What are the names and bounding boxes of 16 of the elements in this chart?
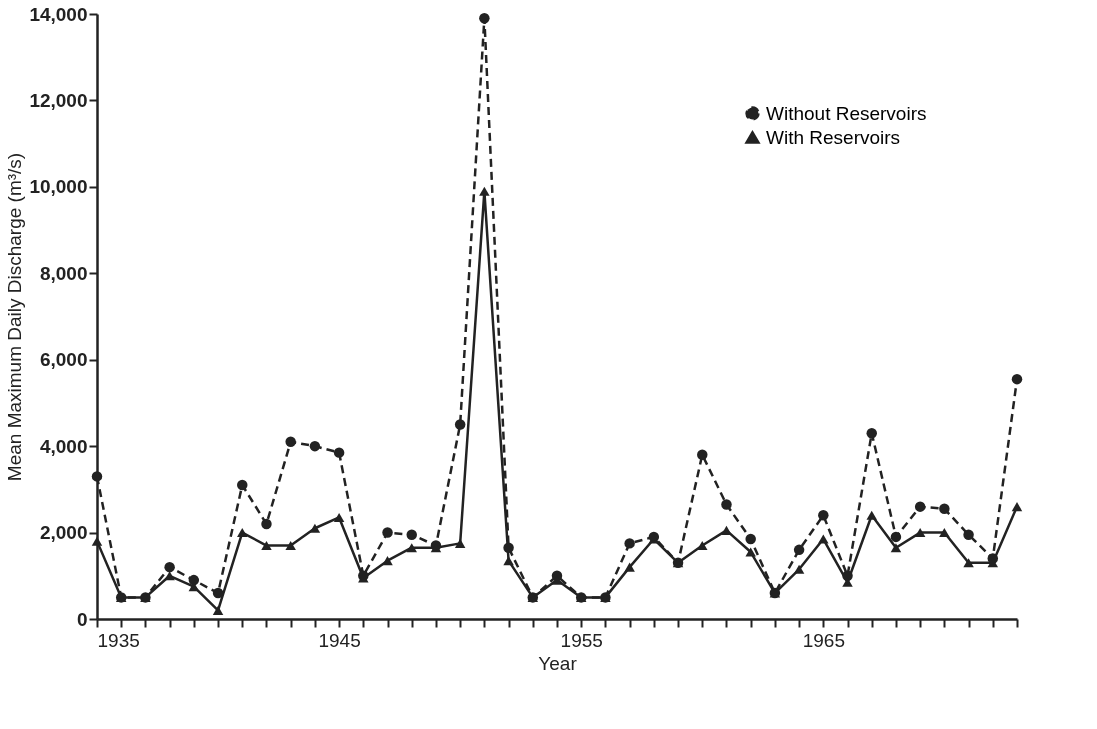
y-tick-label: 12,000 — [29, 89, 88, 111]
y-tick-label: 14,000 — [29, 3, 88, 25]
legend-label: With Reservoirs — [766, 126, 901, 148]
y-tick-label: 4,000 — [39, 435, 88, 457]
x-axis-title: Year — [538, 652, 578, 674]
y-tick-label: 0 — [76, 608, 88, 630]
y-tick-label: 6,000 — [39, 349, 88, 371]
x-tick-label: 1955 — [560, 629, 603, 651]
x-tick-label: 1945 — [318, 629, 361, 651]
x-tick-label: 1935 — [97, 629, 140, 651]
y-tick-label: 8,000 — [39, 262, 88, 284]
y-axis-title: Mean Maximum Daily Discharge (m³/s) — [4, 152, 26, 482]
y-tick-label: 10,000 — [29, 176, 88, 198]
x-tick-label: 1965 — [802, 629, 845, 651]
y-tick-label: 2,000 — [39, 522, 88, 544]
legend-label: Without Reservoirs — [766, 102, 927, 124]
